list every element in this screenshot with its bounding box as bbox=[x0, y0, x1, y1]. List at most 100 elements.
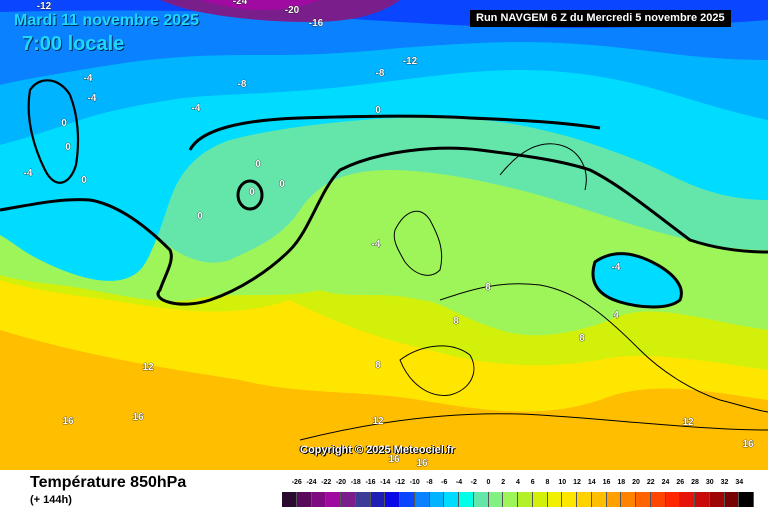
legend-label: 32 bbox=[720, 479, 729, 486]
date-title: Mardi 11 novembre 2025 bbox=[14, 12, 199, 29]
temperature-field: -24 -20 -16 -12 -12 -8 -8 -4 -4 -4 -4 -4 -4 0 0 0 0 0 0 0 0 4… bbox=[0, 0, 768, 470]
legend-label: 0 bbox=[486, 479, 491, 486]
contour-label: 0 bbox=[375, 105, 381, 116]
legend-swatch bbox=[400, 492, 415, 507]
legend-label: -2 bbox=[470, 479, 477, 486]
run-info: Run NAVGEM 6 Z du Mercredi 5 novembre 20… bbox=[470, 10, 731, 27]
contour-label: -20 bbox=[285, 5, 300, 16]
isotherm-0-north bbox=[188, 114, 601, 151]
legend-swatch bbox=[311, 492, 327, 507]
legend-label: -16 bbox=[365, 479, 376, 486]
legend-label: 2 bbox=[501, 479, 506, 486]
legend-label: -8 bbox=[426, 479, 433, 486]
legend-label: -18 bbox=[350, 479, 361, 486]
legend-label: -6 bbox=[441, 479, 448, 486]
contour-label: 0 bbox=[81, 175, 87, 186]
legend-label: -10 bbox=[409, 479, 420, 486]
contour-label: 8 bbox=[453, 316, 459, 327]
legend-swatch bbox=[414, 492, 430, 507]
legend-label: -24 bbox=[306, 479, 317, 486]
contour-label: -12 bbox=[403, 56, 418, 67]
legend-swatch bbox=[547, 492, 563, 507]
contour-labels: -24 -20 -16 -12 -12 -8 -8 -4 -4 -4 -4 -4 -4 0 0 0 0 0 0 0 0 4… bbox=[23, 0, 754, 469]
contour-label: -4 bbox=[612, 262, 621, 273]
coastline-britain bbox=[393, 210, 443, 276]
contour-label: -8 bbox=[238, 79, 247, 90]
legend-swatch bbox=[636, 492, 651, 507]
contour-label: 12 bbox=[372, 416, 384, 427]
isotherm-0-pocket bbox=[591, 252, 683, 309]
contour-label: 16 bbox=[416, 458, 428, 469]
legend-swatch bbox=[695, 492, 710, 507]
legend-swatch bbox=[459, 492, 474, 507]
legend-label: 30 bbox=[705, 479, 714, 486]
legend-swatch bbox=[739, 492, 754, 507]
legend-label: -22 bbox=[321, 479, 332, 486]
legend-swatch bbox=[621, 492, 636, 507]
legend-swatch bbox=[355, 492, 371, 507]
legend-swatch bbox=[606, 492, 622, 507]
legend-swatch bbox=[326, 492, 341, 507]
contour-label: -8 bbox=[376, 68, 385, 79]
band-minus-24 bbox=[200, 0, 320, 10]
coastline-iberia bbox=[399, 345, 475, 396]
contour-label: 12 bbox=[682, 417, 694, 428]
legend-label: -26 bbox=[291, 479, 302, 486]
contour-label: 0 bbox=[249, 187, 255, 198]
legend-swatch bbox=[577, 492, 592, 507]
legend-swatch bbox=[724, 492, 740, 507]
legend-label: -4 bbox=[455, 479, 463, 486]
legend-label: 18 bbox=[617, 479, 626, 486]
legend-swatch bbox=[503, 492, 518, 507]
coastline-africa bbox=[299, 413, 768, 441]
legend-swatch bbox=[370, 492, 386, 507]
legend-label: 10 bbox=[558, 479, 567, 486]
legend-label: 24 bbox=[661, 479, 670, 486]
contour-label: -4 bbox=[372, 239, 381, 250]
legend-swatch bbox=[473, 492, 489, 507]
legend-label: 14 bbox=[587, 479, 596, 486]
forecast-hour: (+ 144h) bbox=[30, 494, 72, 506]
legend-swatch bbox=[650, 492, 666, 507]
isotherm-0-island bbox=[236, 179, 264, 211]
contour-label: 0 bbox=[61, 118, 67, 129]
legend-label: 4 bbox=[516, 479, 520, 486]
legend-swatch bbox=[562, 492, 577, 507]
contour-label: -16 bbox=[309, 18, 324, 29]
legend-swatch bbox=[488, 492, 504, 507]
contour-label: 0 bbox=[197, 211, 203, 222]
legend-swatch bbox=[518, 492, 533, 507]
isotherm-0 bbox=[0, 146, 768, 306]
coastline-scandinavia bbox=[499, 143, 587, 191]
legend-swatch bbox=[680, 492, 695, 507]
footer: Température 850hPa (+ 144h) -26 -24 -22 -20… bbox=[0, 470, 768, 512]
contour-label: -4 bbox=[84, 73, 93, 84]
contour-label: -4 bbox=[192, 103, 201, 114]
legend-swatch bbox=[341, 492, 356, 507]
contour-label: 16 bbox=[62, 416, 74, 427]
legend-label: -20 bbox=[335, 479, 347, 486]
legend-label: 22 bbox=[646, 479, 655, 486]
contour-label: 16 bbox=[388, 454, 400, 465]
contour-label: -24 bbox=[233, 0, 248, 7]
contour-label: 16 bbox=[742, 439, 754, 450]
legend-label: 16 bbox=[602, 479, 611, 486]
coastline-europe bbox=[439, 283, 768, 413]
contour-label: 0 bbox=[279, 179, 285, 190]
copyright: Copyright © 2025 Meteociel.fr bbox=[300, 444, 455, 456]
legend-swatch bbox=[709, 492, 725, 507]
contour-label: 0 bbox=[65, 142, 71, 153]
contour-label: -4 bbox=[88, 93, 97, 104]
legend-swatch bbox=[429, 492, 445, 507]
color-legend: -26 -24 -22 -20 -18 -16 -14 -12 -10 -8 -6 -4 -2 0 2 4 6 8… bbox=[282, 476, 754, 510]
contour-label: 12 bbox=[142, 362, 154, 373]
legend-label: 26 bbox=[676, 479, 685, 486]
legend-swatch bbox=[296, 492, 312, 507]
band-minus-20 bbox=[160, 0, 400, 22]
legend-swatch bbox=[532, 492, 548, 507]
legend-label: 8 bbox=[545, 479, 550, 486]
legend-label: 6 bbox=[530, 479, 535, 486]
contour-label: 8 bbox=[579, 333, 585, 344]
legend-swatch bbox=[444, 492, 459, 507]
temperature-map: -24 -20 -16 -12 -12 -8 -8 -4 -4 -4 -4 -4 -4 0 0 0 0 0 0 0 0 4… bbox=[0, 0, 768, 470]
